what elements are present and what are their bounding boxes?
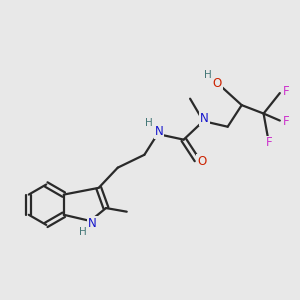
Text: O: O bbox=[213, 77, 222, 90]
Text: F: F bbox=[283, 85, 289, 98]
Text: H: H bbox=[145, 118, 153, 128]
Text: H: H bbox=[79, 227, 86, 237]
Text: N: N bbox=[154, 125, 163, 138]
Text: N: N bbox=[200, 112, 209, 125]
Text: H: H bbox=[204, 70, 212, 80]
Text: O: O bbox=[197, 155, 206, 168]
Text: F: F bbox=[283, 115, 289, 128]
Text: F: F bbox=[266, 136, 272, 149]
Text: N: N bbox=[88, 217, 97, 230]
